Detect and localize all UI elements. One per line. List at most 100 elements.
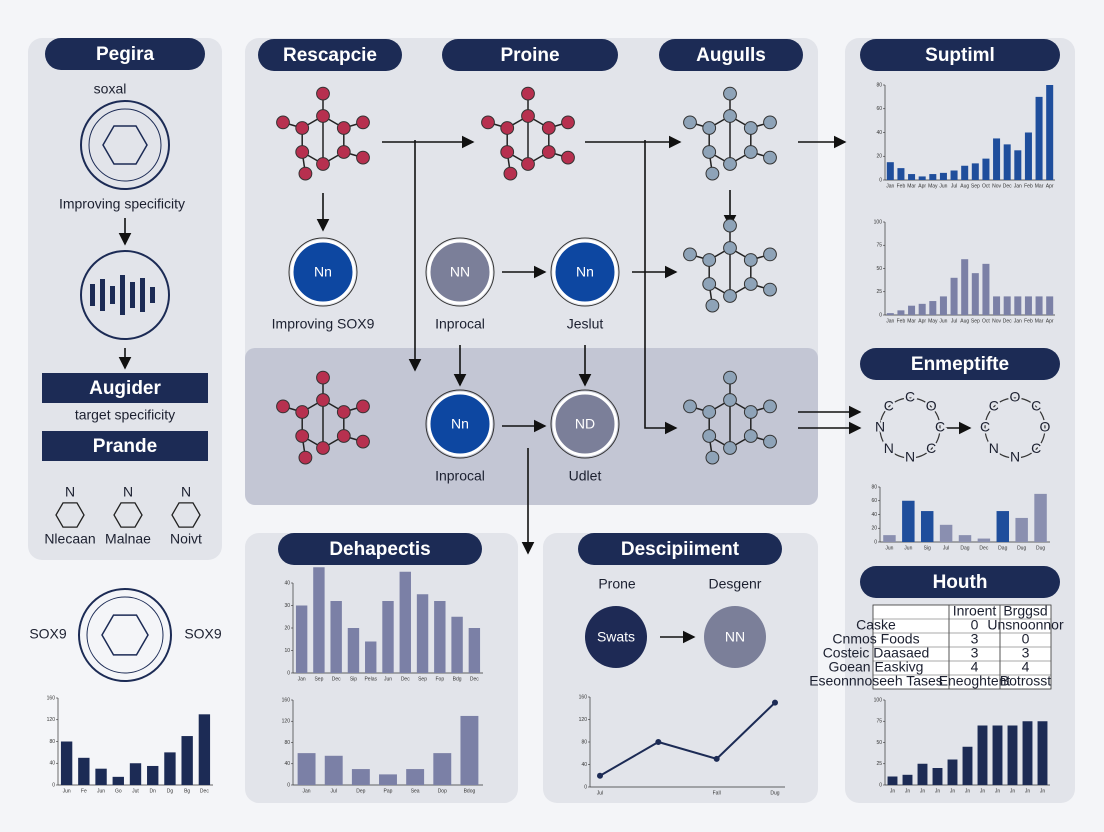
label: Dag [960,545,969,551]
panel-title: Suptiml [925,45,995,66]
label: Sip [350,676,357,682]
bar [939,172,947,180]
label: C [980,419,990,435]
label: Sep [971,318,980,324]
ring [102,125,148,165]
bar [1014,296,1022,315]
label: Sea [411,788,420,794]
label: 40 [284,580,290,586]
atom [763,282,777,297]
label: Jan [298,676,306,682]
bar [1007,725,1018,785]
label: Jeslut [567,316,604,332]
atom [276,399,290,414]
label: Caske [856,617,896,633]
title-pill [442,39,618,71]
bar [961,165,969,180]
small-molecule [171,502,201,528]
bar [297,753,316,785]
label: C [1031,397,1041,413]
label: C [935,419,945,435]
label: Nov [992,318,1001,324]
label: 20 [876,154,882,160]
label: N [123,484,133,500]
atom [763,399,777,414]
label: Bdg [453,676,462,682]
label: Eneoghtent [939,673,1011,689]
label: Apr [918,318,926,324]
label: 160 [282,697,291,703]
label: Jun [939,318,947,324]
label: 0 [879,782,882,788]
title-pill [278,533,482,565]
ring [86,596,164,674]
bar [147,765,159,785]
bar [996,511,1010,542]
label: 120 [47,717,56,723]
atom [723,86,737,101]
label: 0 [879,177,882,183]
label: Dop [438,788,447,794]
label: C [905,389,915,405]
label: 120 [282,719,291,725]
panel [543,533,818,803]
label: Jn [905,788,911,794]
bar [1015,517,1028,542]
label: N [884,440,894,456]
label: Jun [904,545,912,551]
label: 0 [584,784,587,790]
bar [917,763,928,785]
atom [723,393,737,407]
bar [993,296,1001,315]
bar [351,769,370,785]
label: 3 [971,631,979,647]
bar [1024,132,1032,180]
bar [330,601,342,673]
atom [295,121,310,135]
label: 0 [1022,631,1030,647]
atom [743,145,758,159]
atom [743,429,758,443]
label: Jul [943,545,949,551]
label: Jun [63,788,71,794]
node [552,239,618,305]
node [704,606,766,668]
bar [1034,493,1047,542]
atom [503,166,518,181]
node [290,239,356,305]
wave-bar [130,282,135,308]
atom [763,434,777,449]
label: Nn [451,416,469,432]
bar [886,162,894,180]
title-pill [860,39,1060,71]
label: N [905,449,915,465]
bar [399,571,411,673]
label: Jn [890,788,896,794]
label: 40 [876,130,882,136]
atom [705,166,720,181]
label: N [1010,449,1020,465]
panel-title: Pegira [96,44,155,65]
label: 75 [876,243,882,249]
label: 160 [579,694,588,700]
label: Jun [384,676,392,682]
label: Jn [1010,788,1016,794]
label: Dec [1003,318,1012,324]
label: Bg [184,788,190,794]
bar [932,768,943,785]
atom [723,441,737,455]
bar [433,753,452,785]
label: Jul [331,788,337,794]
label: Fall [713,790,721,796]
bar [961,259,969,315]
atom [521,157,535,171]
atom [521,109,535,123]
label: Feb [1024,318,1033,324]
label: Dec [401,676,410,682]
label: Apr [1046,318,1054,324]
label: Inprocal [435,316,485,332]
bar [918,176,926,180]
label: Jul [951,183,957,189]
atom [295,405,310,419]
